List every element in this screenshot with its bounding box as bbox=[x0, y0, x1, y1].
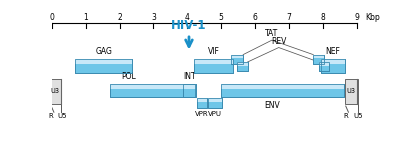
Text: GAG: GAG bbox=[95, 47, 112, 56]
Text: HIV-1: HIV-1 bbox=[171, 19, 207, 32]
Text: R: R bbox=[49, 113, 54, 119]
Bar bbox=[221, 84, 344, 89]
Bar bbox=[321, 59, 345, 73]
Text: U3: U3 bbox=[50, 88, 59, 94]
Bar bbox=[221, 84, 344, 97]
Text: 8: 8 bbox=[320, 13, 325, 22]
Text: ENV: ENV bbox=[264, 100, 280, 109]
Text: VIF: VIF bbox=[208, 47, 220, 56]
Bar bbox=[75, 59, 132, 64]
Bar bbox=[237, 62, 248, 66]
Bar bbox=[313, 55, 324, 64]
Bar bbox=[319, 62, 330, 66]
Bar bbox=[194, 59, 233, 64]
Bar bbox=[231, 55, 243, 64]
Text: VPR: VPR bbox=[195, 111, 209, 117]
Bar bbox=[221, 84, 344, 97]
Text: 2: 2 bbox=[117, 13, 122, 22]
Bar bbox=[110, 84, 195, 97]
Bar bbox=[319, 62, 330, 71]
Bar bbox=[197, 98, 207, 102]
Bar bbox=[208, 98, 222, 102]
Text: POL: POL bbox=[121, 72, 136, 81]
Bar bbox=[319, 62, 330, 71]
Bar bbox=[237, 62, 248, 71]
Text: U5: U5 bbox=[58, 113, 67, 119]
Text: 3: 3 bbox=[151, 13, 156, 22]
Bar bbox=[194, 59, 233, 73]
Text: 7: 7 bbox=[286, 13, 291, 22]
Bar bbox=[231, 55, 243, 64]
Bar bbox=[208, 98, 222, 108]
Bar bbox=[197, 98, 207, 108]
Bar bbox=[345, 79, 358, 104]
Text: INT: INT bbox=[183, 72, 196, 81]
Bar bbox=[183, 84, 196, 97]
Bar bbox=[321, 59, 345, 64]
Bar bbox=[321, 59, 345, 73]
Bar bbox=[110, 84, 195, 89]
Bar bbox=[231, 55, 243, 58]
Text: 4: 4 bbox=[185, 13, 190, 22]
Bar bbox=[50, 79, 61, 104]
Text: 6: 6 bbox=[253, 13, 257, 22]
Text: U5: U5 bbox=[354, 113, 364, 119]
Text: Kbp: Kbp bbox=[365, 13, 380, 22]
Text: TAT: TAT bbox=[265, 29, 278, 38]
Text: R: R bbox=[343, 113, 348, 119]
Text: 0: 0 bbox=[49, 13, 54, 22]
Text: U3: U3 bbox=[346, 88, 355, 94]
Bar bbox=[197, 98, 207, 108]
Text: 9: 9 bbox=[354, 13, 359, 22]
Text: 5: 5 bbox=[219, 13, 224, 22]
Bar bbox=[313, 55, 324, 58]
Bar bbox=[183, 84, 196, 97]
Bar bbox=[110, 84, 195, 97]
Text: VPU: VPU bbox=[208, 111, 222, 117]
Bar bbox=[183, 84, 196, 89]
Bar bbox=[194, 59, 233, 73]
Bar bbox=[208, 98, 222, 108]
Bar bbox=[75, 59, 132, 73]
Bar bbox=[75, 59, 132, 73]
Text: REV: REV bbox=[271, 37, 286, 46]
Text: NEF: NEF bbox=[325, 47, 340, 56]
Bar bbox=[237, 62, 248, 71]
Bar bbox=[313, 55, 324, 64]
Text: 1: 1 bbox=[83, 13, 88, 22]
